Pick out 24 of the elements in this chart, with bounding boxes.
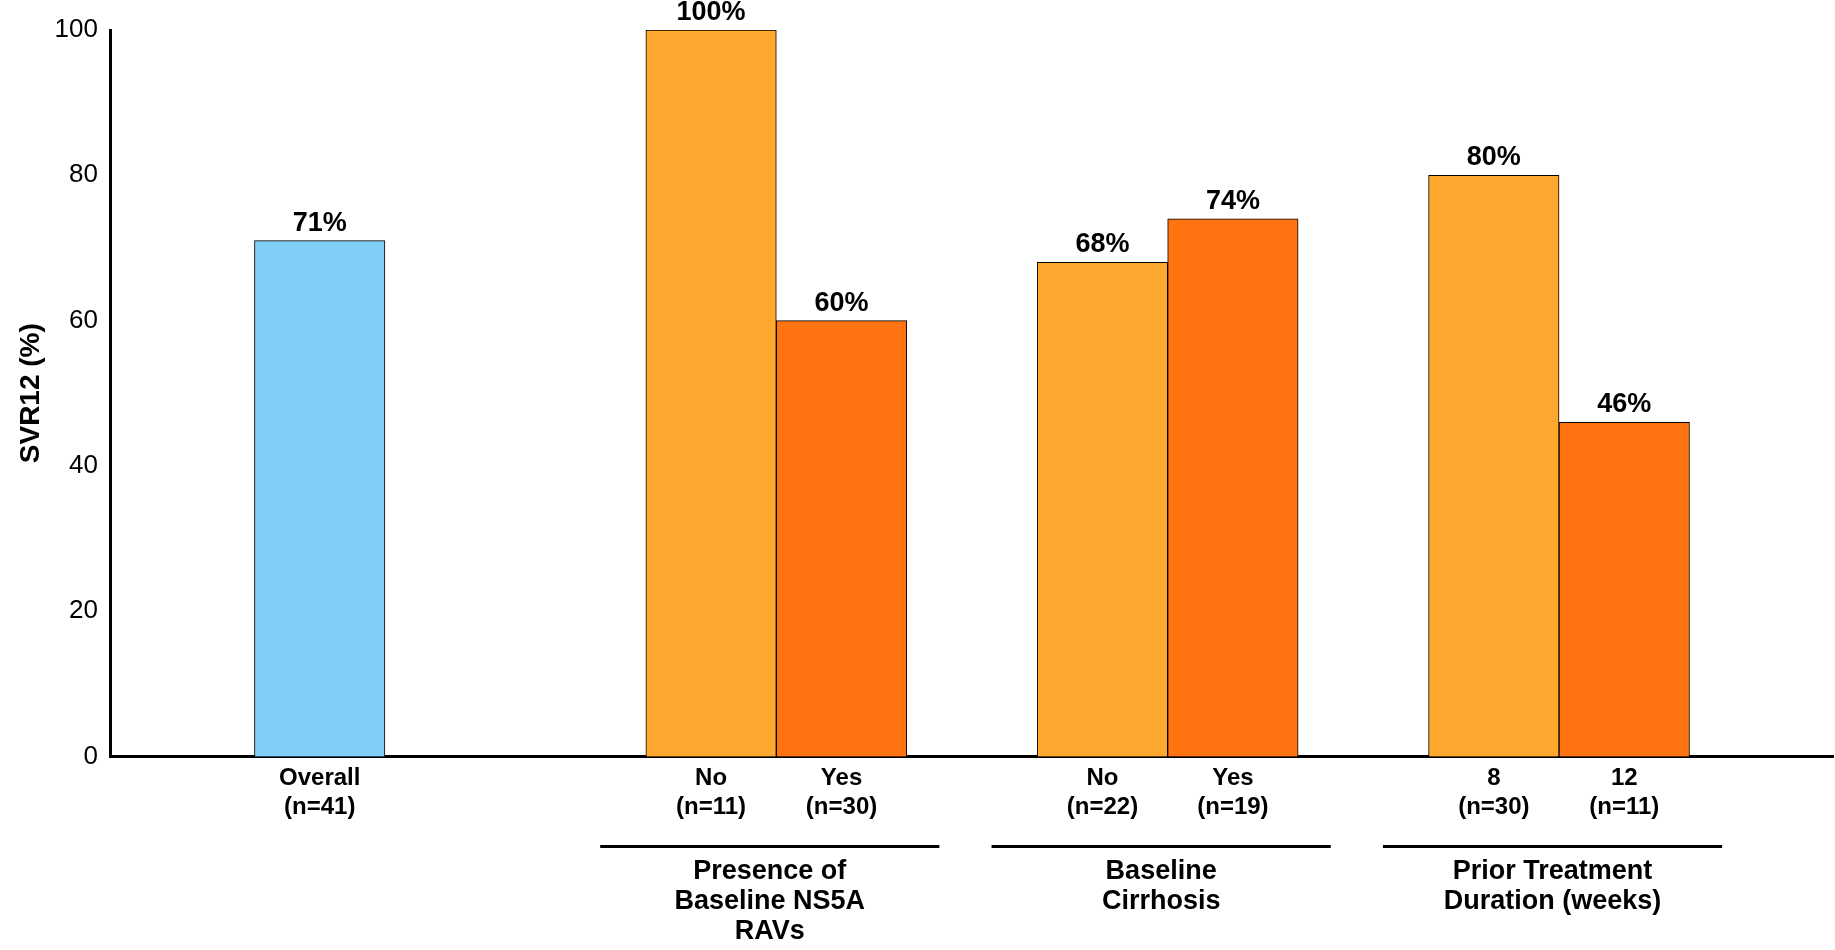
x-tick-label: 12 (n=11) [1589, 763, 1660, 820]
x-tick-label: Yes (n=30) [805, 763, 878, 820]
x-tick-label: 8 (n=30) [1458, 763, 1530, 820]
data-label: 60% [814, 286, 869, 317]
y-tick-label: 0 [83, 739, 98, 770]
y-tick-label: 40 [69, 449, 98, 480]
y-axis-title: SVR12 (%) [13, 323, 45, 464]
data-label: 46% [1597, 388, 1652, 419]
data-label: 68% [1075, 228, 1130, 259]
x-tick-label: No (n=22) [1066, 763, 1139, 820]
text: Baseline Cirrhosis [1101, 855, 1221, 916]
y-tick-label: 80 [69, 158, 98, 189]
x-tick-label: No (n=11) [676, 763, 747, 820]
text: Presence of Baseline NS5A RAVs [674, 855, 866, 946]
data-label: 80% [1466, 141, 1521, 172]
y-tick-label: 100 [54, 13, 98, 44]
y-tick-label: 20 [69, 594, 98, 625]
text: Prior Treatment Duration (weeks) [1443, 855, 1662, 916]
data-label: 71% [292, 206, 347, 237]
x-tick-label: Overall (n=41) [279, 763, 361, 820]
x-tick-label: Yes (n=19) [1197, 763, 1269, 820]
data-label: 100% [676, 0, 746, 26]
y-tick-label: 60 [69, 303, 98, 334]
data-label: 74% [1205, 184, 1260, 215]
